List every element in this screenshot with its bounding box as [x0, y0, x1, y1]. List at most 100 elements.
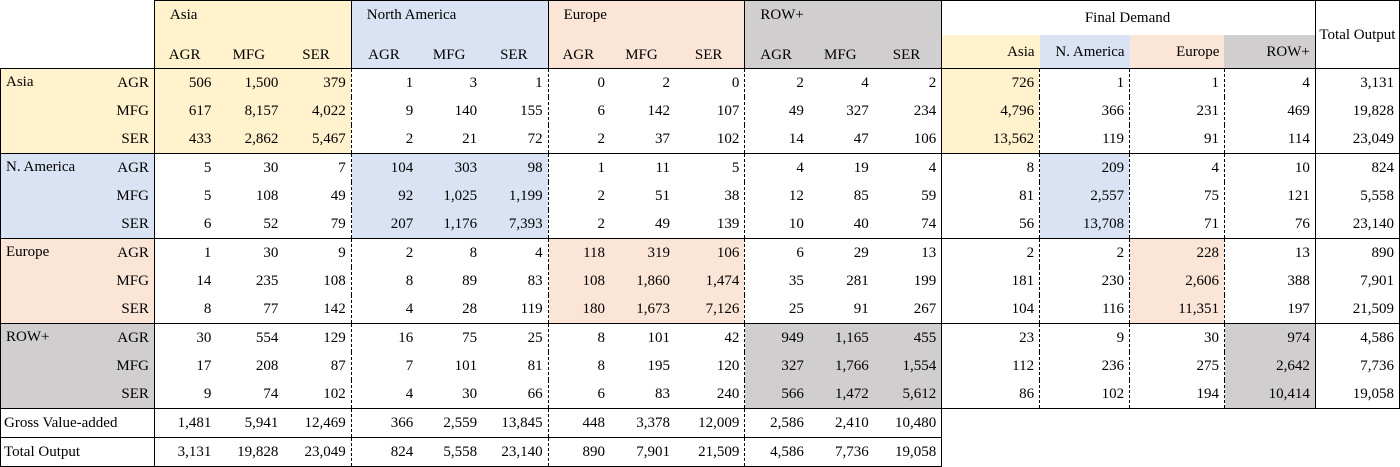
total-output-header: Total Output [1314, 0, 1400, 69]
value-cell: 13 [873, 238, 942, 267]
row-sector-label: AGR [104, 238, 155, 267]
value-cell: 319 [610, 238, 675, 267]
value-cell: 19,828 [216, 437, 284, 467]
final-demand-col-europe: Europe [1129, 35, 1225, 69]
value-cell: 108 [548, 267, 611, 295]
final-demand-cell: 86 [941, 380, 1041, 409]
table-row: Asia AGR 506 1,500 379 1 3 1 0 2 0 2 4 2 726 1 1 4 3,131 [0, 68, 1400, 154]
final-demand-cell: 4 [1129, 153, 1225, 182]
value-cell: 1,472 [808, 380, 874, 409]
final-demand-cell: 236 [1039, 352, 1131, 380]
col-sector-asia-agr: AGR [153, 35, 217, 69]
value-cell: 74 [873, 210, 942, 239]
value-cell: 16 [351, 323, 419, 352]
value-cell: 87 [283, 352, 352, 380]
value-cell: 199 [913, 273, 937, 289]
value-cell: 327 [846, 103, 869, 119]
value-cell: 9 [153, 380, 217, 409]
value-cell: 108 [283, 267, 352, 295]
final-demand-cell: 114 [1224, 125, 1316, 154]
value-cell: 129 [283, 323, 352, 352]
value-cell: 4 [482, 238, 549, 267]
final-demand-cell: 2,606 [1129, 267, 1225, 295]
value-cell: 8 [405, 273, 414, 289]
value-cell: 3,131 [153, 437, 217, 467]
value-cell: 10,480 [873, 408, 943, 438]
value-cell: 37 [610, 125, 675, 154]
value-cell: 4 [808, 68, 874, 97]
value-cell: 98 [482, 153, 549, 182]
value-cell: 79 [283, 210, 352, 239]
value-cell: 5 [674, 153, 746, 182]
total-output-cell: 3,131 [1314, 68, 1400, 97]
value-cell: 6 [153, 210, 217, 239]
value-cell: 2 [351, 238, 419, 267]
value-cell: 108 [255, 188, 279, 204]
row-sector-label: MFG [104, 267, 155, 295]
final-demand-cell: 11,351 [1129, 295, 1225, 324]
value-cell: 617 [153, 97, 217, 125]
value-cell: 1,673 [610, 295, 675, 324]
value-cell: 240 [674, 380, 746, 409]
value-cell: 2 [351, 125, 419, 154]
col-sector-row-agr: AGR [744, 35, 809, 69]
table-row: N. America AGR 5 30 7 104 303 98 1 11 5 4 19 4 8 209 4 10… [0, 153, 1400, 239]
value-cell: 1,165 [808, 323, 874, 352]
row-sector-label: AGR [104, 68, 155, 97]
value-cell: 5,612 [873, 380, 942, 409]
col-sector-row-mfg: MFG [808, 35, 874, 69]
final-demand-cell: 10,414 [1224, 380, 1316, 409]
final-demand-cell: 181 [941, 267, 1041, 295]
value-cell: 74 [216, 380, 284, 409]
total-output-cell: 7,901 [1314, 267, 1400, 295]
final-demand-header: Final Demand [941, 0, 1316, 35]
value-cell: 366 [351, 408, 419, 438]
col-region-north-america: North America [350, 0, 549, 35]
value-cell: 6 [597, 103, 606, 119]
table-row: MFG 5 108 49 92 1,025 1,199 2 51 38 12 85 59 81 2,557 7… [1, 182, 1400, 210]
value-cell: 28 [418, 295, 483, 324]
final-demand-cell: 30 [1129, 323, 1225, 352]
value-cell: 9 [283, 238, 352, 267]
value-cell: 30 [216, 238, 284, 267]
value-cell: 30 [153, 323, 217, 352]
value-cell: 4 [351, 380, 419, 409]
value-cell: 59 [921, 188, 937, 204]
final-demand-cell: 13 [1224, 238, 1316, 267]
col-sector-north-america-ser: SER [482, 35, 549, 69]
value-cell: 4,586 [744, 437, 809, 467]
gross-value-added-label: Gross Value-added [0, 408, 155, 438]
total-output-cell: 19,828 [1314, 97, 1400, 125]
value-cell: 5,558 [418, 437, 483, 467]
header-row-regions: Asia North America Europe ROW+ Final Demand T… [1, 0, 1400, 69]
value-cell: 0 [674, 68, 746, 97]
final-demand-cell: 76 [1224, 210, 1316, 239]
value-cell: 4 [873, 153, 942, 182]
value-cell: 234 [913, 103, 937, 119]
value-cell: 11 [610, 153, 675, 182]
value-cell: 142 [283, 295, 352, 324]
value-cell: 824 [351, 437, 419, 467]
value-cell: 118 [548, 238, 611, 267]
total-output-cell: 21,509 [1314, 295, 1400, 324]
value-cell: 23,140 [482, 437, 549, 467]
col-sector-asia-ser: SER [283, 35, 352, 69]
value-cell: 327 [744, 352, 809, 380]
value-cell: 1,474 [674, 267, 746, 295]
value-cell: 433 [153, 125, 217, 154]
value-cell: 1 [548, 153, 611, 182]
value-cell: 104 [351, 153, 419, 182]
col-region-europe: Europe [547, 0, 745, 35]
value-cell: 2,559 [418, 408, 483, 438]
table-row: MFG 617 8,157 4,022 9 140 155 6 142 107 49 327 234 4,… [1, 97, 1400, 125]
value-cell: 21 [418, 125, 483, 154]
value-cell: 1,199 [482, 182, 549, 210]
header-row-sectors: AGR MFG SER AGR MFG SER AGR MFG SER AGR MFG SER Asia… [1, 35, 1400, 69]
value-cell: 30 [216, 153, 284, 182]
value-cell: 91 [808, 295, 874, 324]
value-cell: 49 [610, 210, 675, 239]
final-demand-cell: 228 [1129, 238, 1225, 267]
total-output-cell: 23,049 [1314, 125, 1400, 154]
col-sector-europe-ser: SER [674, 35, 745, 69]
value-cell: 7,126 [674, 295, 746, 324]
